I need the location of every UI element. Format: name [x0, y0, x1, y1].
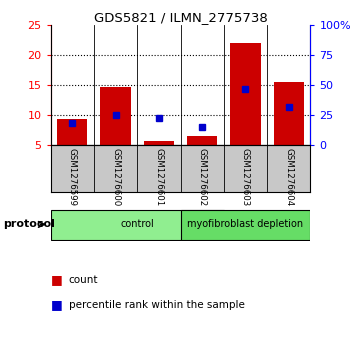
Text: ■: ■ [51, 273, 62, 286]
Bar [51, 210, 224, 240]
Text: myofibroblast depletion: myofibroblast depletion [187, 219, 304, 229]
Text: control: control [120, 219, 154, 229]
Text: GSM1276602: GSM1276602 [198, 148, 206, 207]
Bar [274, 82, 304, 145]
Title: GDS5821 / ILMN_2775738: GDS5821 / ILMN_2775738 [93, 11, 268, 24]
Text: GSM1276599: GSM1276599 [68, 148, 77, 207]
Text: GSM1276604: GSM1276604 [284, 148, 293, 207]
Bar [57, 119, 87, 145]
Bar [144, 141, 174, 145]
Text: count: count [69, 274, 98, 285]
Bar [230, 43, 261, 145]
Text: GSM1276600: GSM1276600 [111, 148, 120, 207]
Bar [187, 136, 217, 145]
Text: ■: ■ [51, 298, 62, 311]
Bar [180, 210, 310, 240]
Text: GSM1276601: GSM1276601 [155, 148, 163, 207]
Text: GSM1276603: GSM1276603 [241, 148, 250, 207]
Text: protocol: protocol [4, 219, 56, 229]
Text: percentile rank within the sample: percentile rank within the sample [69, 300, 244, 310]
Bar [100, 87, 131, 145]
